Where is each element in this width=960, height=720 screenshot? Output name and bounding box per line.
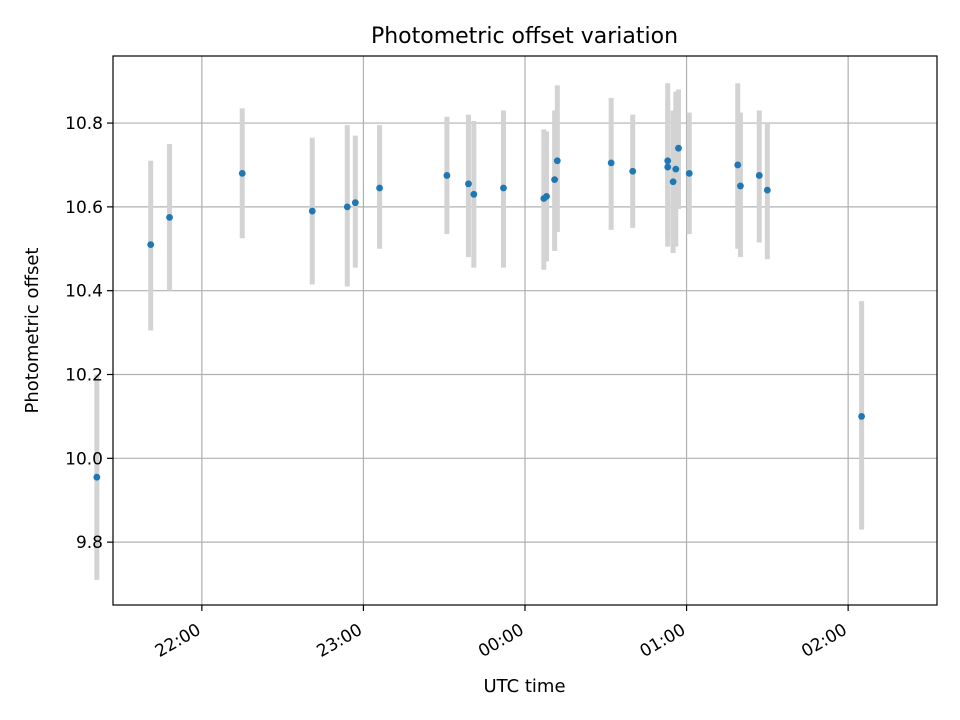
y-tick-label: 10.8 xyxy=(65,114,103,134)
data-point xyxy=(470,190,478,198)
chart-title: Photometric offset variation xyxy=(371,24,678,49)
data-point xyxy=(351,199,359,207)
data-point xyxy=(664,157,672,165)
data-point xyxy=(308,207,316,215)
data-point xyxy=(737,182,744,190)
y-tick-label: 10.2 xyxy=(65,366,103,386)
data-point xyxy=(500,184,507,192)
data-point xyxy=(607,159,615,167)
y-tick-label: 9.8 xyxy=(76,533,103,553)
data-point xyxy=(858,413,866,420)
data-point xyxy=(672,165,680,173)
y-ticks: 9.8 10.0 10.2 10.4 10.6 10.8 xyxy=(65,114,113,553)
data-point xyxy=(465,180,472,188)
data-point xyxy=(376,184,383,192)
x-axis-label: UTC time xyxy=(483,676,565,697)
y-tick-label: 10.4 xyxy=(65,282,103,302)
y-gridlines xyxy=(113,122,937,543)
data-point xyxy=(755,172,763,179)
data-point xyxy=(669,178,677,186)
data-point xyxy=(147,241,155,248)
data-markers xyxy=(93,144,866,481)
data-point xyxy=(238,169,246,177)
data-point xyxy=(543,192,550,200)
data-point xyxy=(93,473,101,481)
data-point xyxy=(343,203,351,211)
data-point xyxy=(763,186,771,194)
data-point xyxy=(166,213,173,221)
data-point xyxy=(664,163,672,171)
y-tick-label: 10.6 xyxy=(65,198,103,218)
data-point xyxy=(551,176,559,184)
data-point xyxy=(443,172,451,179)
y-tick-label: 10.0 xyxy=(65,449,103,469)
x-gridlines xyxy=(201,56,849,605)
data-point xyxy=(685,169,693,177)
data-point xyxy=(553,157,561,165)
data-point xyxy=(675,144,682,152)
y-axis-label: Photometric offset xyxy=(22,248,43,414)
data-point xyxy=(734,161,742,169)
data-point xyxy=(629,167,637,175)
